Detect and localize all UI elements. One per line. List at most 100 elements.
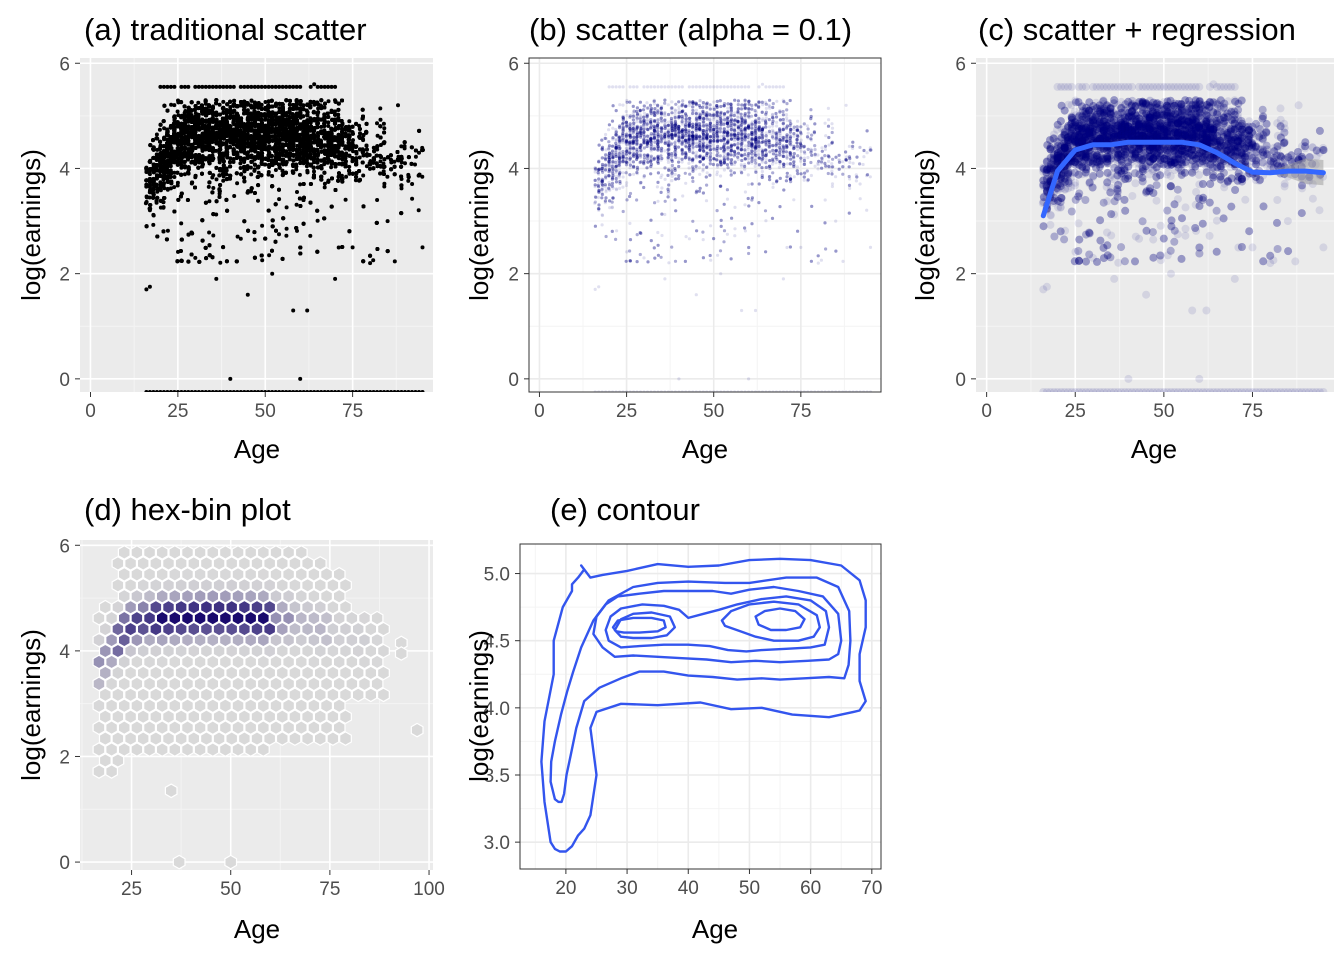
data-point — [231, 160, 236, 164]
data-point — [368, 162, 373, 167]
data-point — [214, 148, 218, 153]
data-point — [413, 162, 417, 167]
data-point — [207, 199, 212, 204]
panel-a-title: (a) traditional scatter — [84, 12, 367, 47]
data-point — [270, 174, 275, 178]
data-point — [144, 200, 149, 205]
panel-c-grid — [976, 58, 1334, 392]
data-point — [381, 161, 386, 166]
data-point — [154, 132, 159, 137]
panel-e-title: (e) contour — [550, 492, 700, 527]
data-point — [206, 184, 211, 189]
data-point — [238, 166, 243, 170]
data-point — [322, 185, 327, 190]
panel-c-background — [976, 58, 1334, 392]
panel-c-title: (c) scatter + regression — [978, 12, 1296, 47]
data-point — [325, 160, 330, 165]
data-point — [165, 137, 170, 142]
data-point — [249, 98, 254, 103]
data-point — [221, 99, 226, 104]
data-point — [252, 168, 257, 173]
data-point — [232, 194, 237, 198]
data-point — [207, 230, 212, 235]
data-point — [316, 106, 321, 111]
data-point — [297, 172, 302, 177]
data-point — [211, 186, 216, 190]
data-point — [336, 245, 341, 250]
data-point — [189, 153, 194, 158]
data-point — [347, 119, 352, 124]
data-point — [238, 161, 243, 166]
data-point — [353, 178, 358, 183]
data-point — [256, 198, 260, 203]
data-point — [245, 108, 250, 113]
data-point — [284, 205, 289, 210]
data-point — [322, 162, 327, 167]
data-point — [413, 154, 418, 159]
data-point — [344, 174, 349, 179]
data-point — [224, 172, 229, 177]
data-point — [169, 102, 174, 107]
data-point — [375, 133, 380, 138]
data-point — [211, 233, 216, 238]
data-point — [357, 155, 362, 160]
data-point — [196, 119, 201, 124]
data-point — [245, 140, 250, 145]
data-point — [312, 169, 316, 174]
data-point — [298, 182, 303, 187]
data-point — [375, 147, 380, 152]
data-point — [224, 111, 229, 116]
data-point — [235, 234, 240, 239]
data-point — [343, 197, 348, 202]
data-point — [168, 186, 173, 191]
data-point — [162, 126, 167, 131]
data-point — [368, 166, 372, 171]
data-point — [270, 134, 275, 139]
data-point — [294, 167, 299, 172]
data-point — [336, 115, 341, 120]
data-point — [378, 117, 383, 122]
data-point — [322, 128, 327, 133]
data-point — [218, 260, 223, 265]
data-point — [221, 178, 226, 183]
data-point — [228, 105, 233, 109]
data-point — [297, 157, 302, 162]
data-point — [155, 189, 160, 194]
data-point — [357, 123, 362, 128]
data-point — [266, 172, 271, 177]
data-point — [347, 164, 352, 169]
data-point — [382, 126, 387, 131]
data-point — [217, 102, 222, 107]
panel-a-grid — [80, 58, 433, 392]
panel-b-grid — [529, 58, 881, 392]
data-point — [347, 147, 352, 152]
data-point — [351, 149, 355, 154]
data-point — [326, 99, 331, 104]
data-point — [378, 106, 383, 111]
data-point — [263, 117, 268, 122]
data-point — [263, 100, 268, 104]
data-point — [410, 196, 415, 201]
data-point — [277, 197, 282, 202]
data-point — [336, 156, 341, 160]
data-point — [322, 112, 327, 117]
data-point — [399, 144, 404, 149]
data-point — [232, 98, 237, 103]
data-point — [248, 165, 253, 170]
data-point — [260, 223, 265, 228]
data-point — [147, 180, 152, 184]
data-point — [267, 253, 272, 258]
data-point — [322, 181, 327, 186]
data-point — [284, 226, 289, 231]
data-point — [378, 143, 383, 147]
data-point — [151, 222, 156, 227]
data-point — [235, 181, 240, 186]
data-point — [378, 159, 383, 164]
data-point — [165, 186, 170, 191]
data-point — [381, 121, 386, 126]
data-point — [399, 160, 404, 165]
data-point — [410, 182, 415, 186]
panel-b-background — [528, 57, 882, 393]
data-point — [284, 138, 289, 143]
data-point — [326, 124, 331, 128]
